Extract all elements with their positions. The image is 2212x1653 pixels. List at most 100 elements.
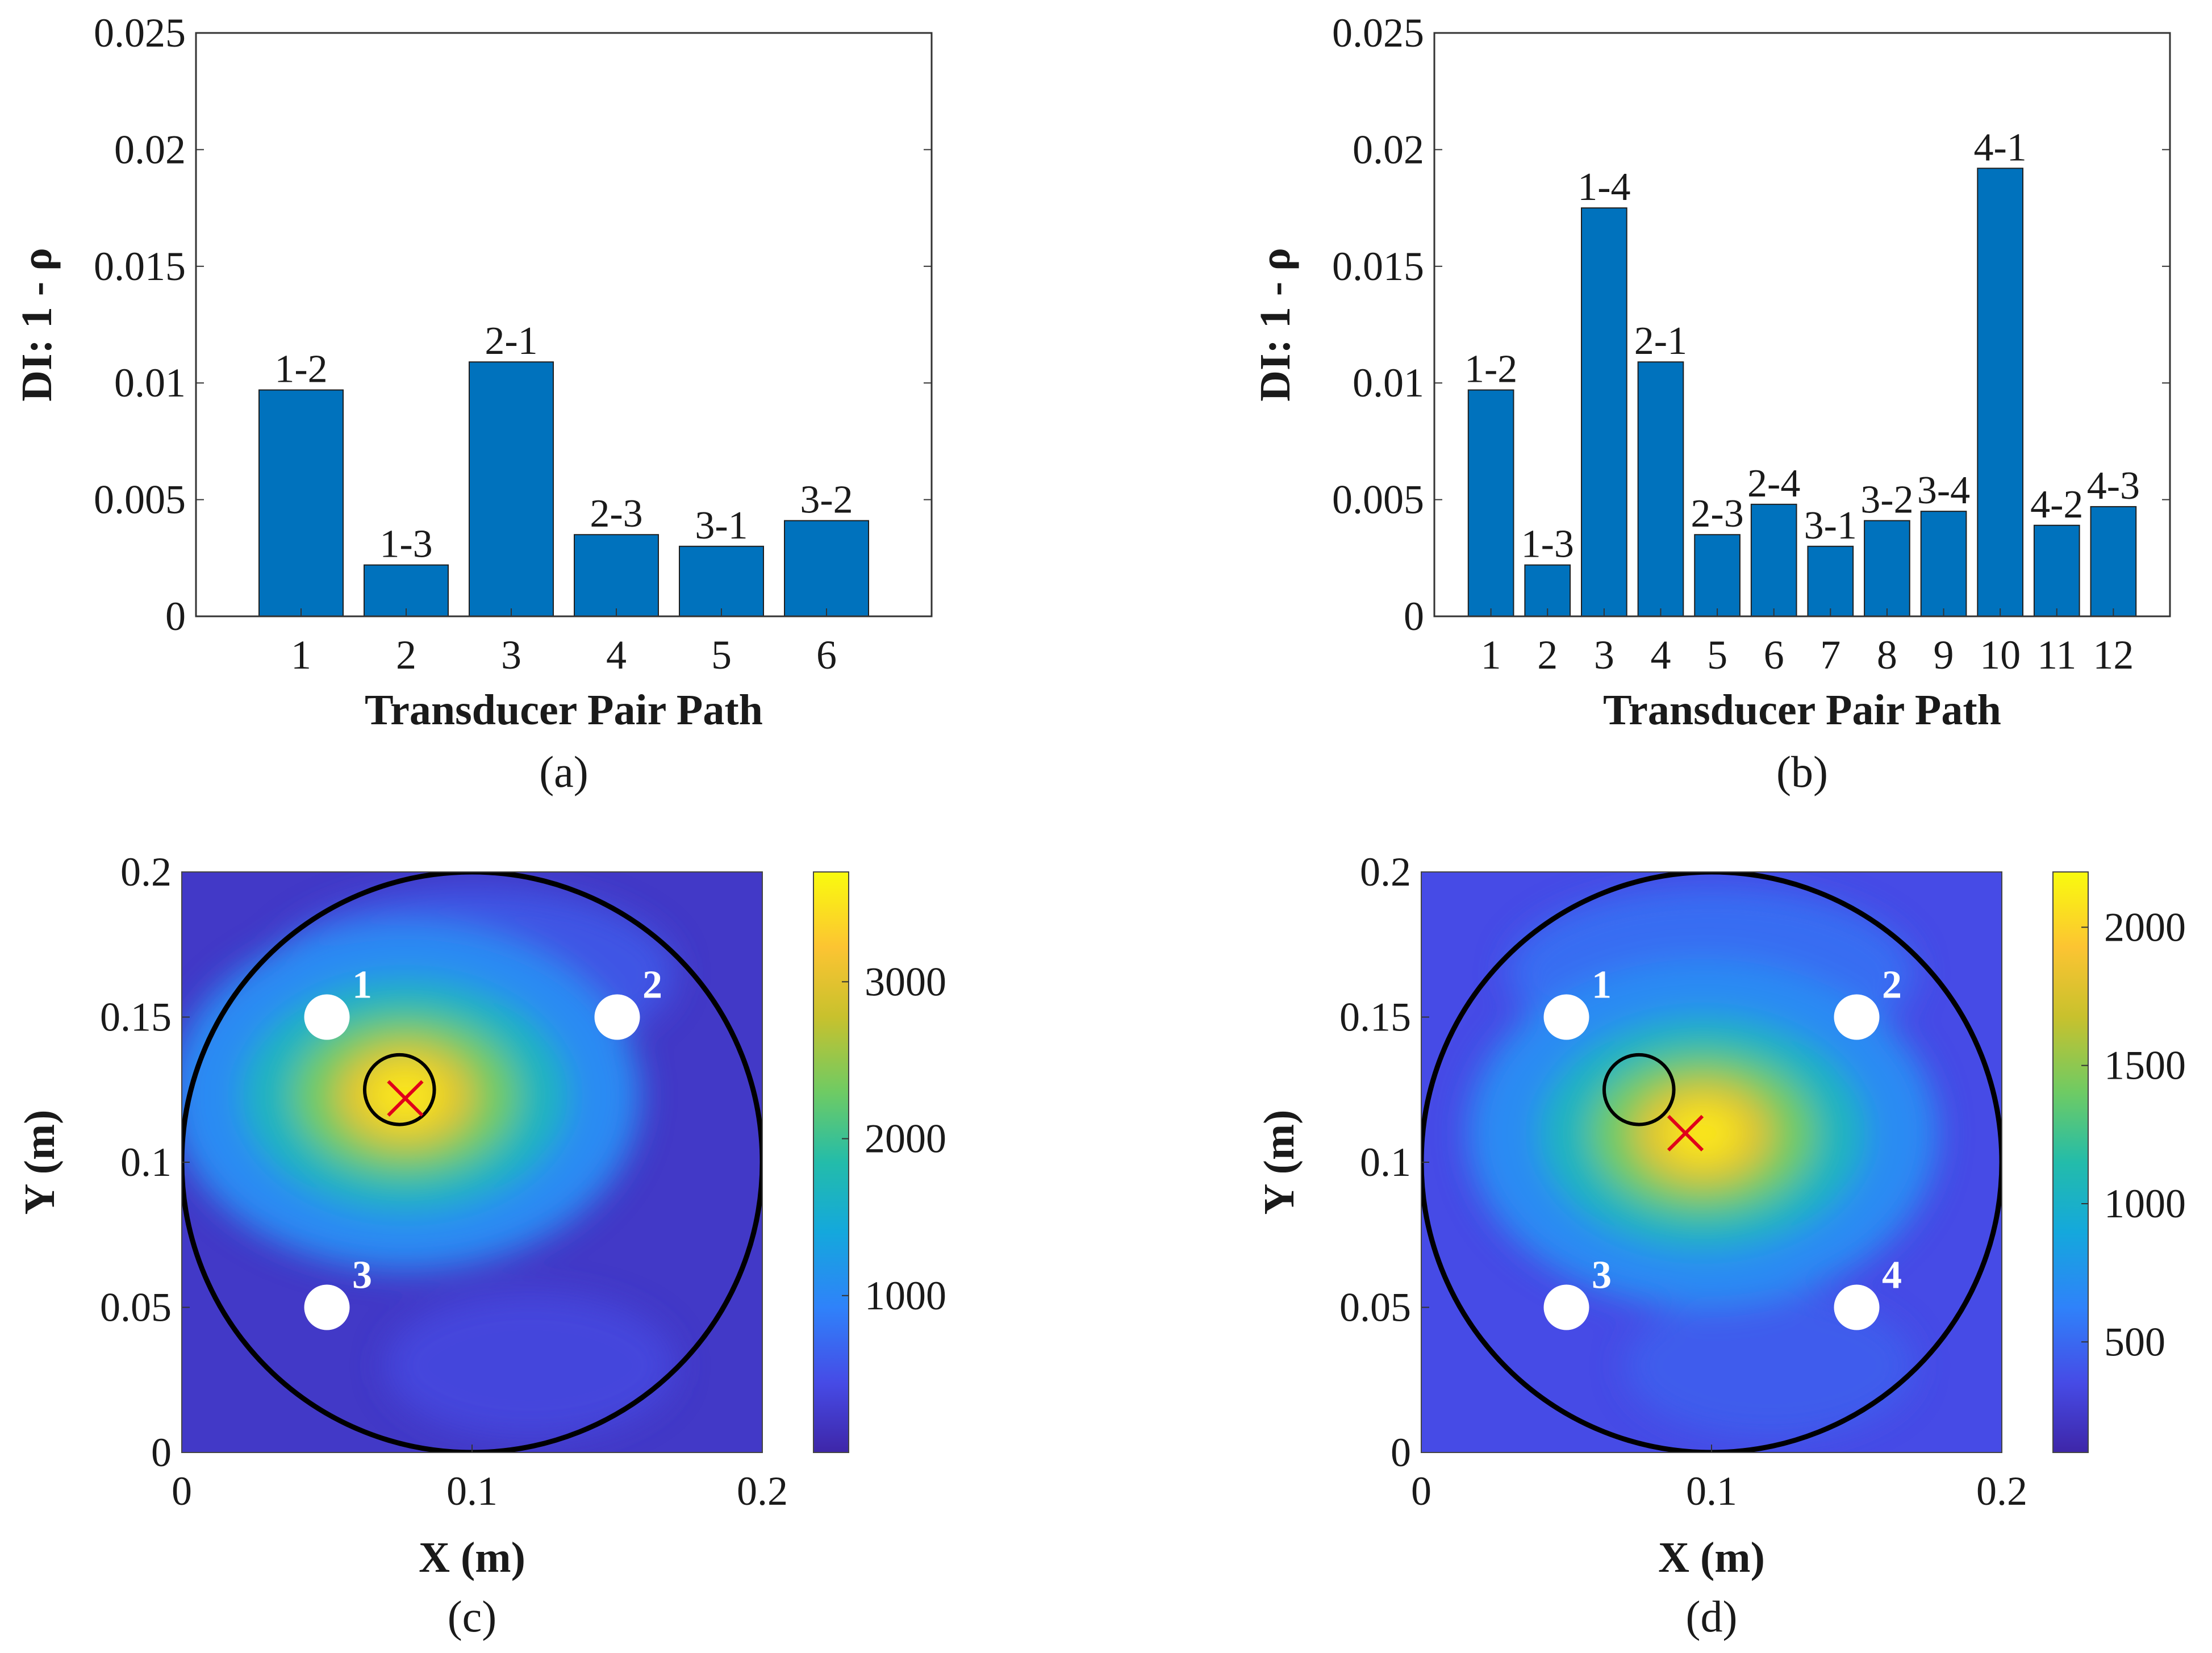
- panel-b-bar: [1694, 534, 1741, 617]
- panel-d-colorbar: [2052, 871, 2089, 1453]
- panel-d-colorbar-tick-label: 1000: [2104, 1181, 2186, 1226]
- panel-d-plot-area: 1 2 3 4: [1421, 872, 2002, 1452]
- panel-b-bar: [1637, 361, 1684, 617]
- panel-d-y-axis-label: Y (m): [1255, 1110, 1303, 1215]
- panel-d-caption: (d): [1686, 1592, 1738, 1641]
- panel-c-transducer-label: 2: [642, 963, 662, 1007]
- panel-a-y-tick-label: 0: [165, 594, 186, 639]
- panel-d-heat-glow-lower: [1624, 1292, 1915, 1438]
- panel-a-bar: [469, 361, 554, 617]
- panel-b-x-tick-label: 12: [2093, 632, 2134, 678]
- panel-b-y-tick-label: 0.02: [1353, 127, 1424, 172]
- panel-b-bar-label: 1-4: [1577, 165, 1630, 209]
- panel-c-transducer-marker: [594, 994, 640, 1040]
- panel-d-colorbar-tick-label: 2000: [2104, 904, 2186, 950]
- panel-c-transducer-label: 3: [352, 1254, 372, 1297]
- panel-b-axes-frame: [1433, 32, 2171, 617]
- panel-b-bar: [1807, 545, 1854, 617]
- panel-b-x-tick-label: 7: [1820, 632, 1840, 678]
- panel-b-y-tick-label: 0.015: [1332, 244, 1424, 289]
- panel-c-actual-damage-ring: [362, 1053, 436, 1126]
- panel-a-bar-label: 1-3: [379, 523, 432, 566]
- panel-a-x-tick-label: 2: [396, 632, 416, 678]
- panel-a-bar-label: 2-1: [485, 319, 537, 363]
- panel-a-y-tick-label: 0.005: [94, 477, 186, 523]
- panel-b-caption: (b): [1776, 747, 1828, 796]
- panel-b-bar: [1977, 168, 2023, 617]
- panel-c-heat-glow-lower: [385, 1292, 675, 1438]
- panel-b-y-tick-label: 0.005: [1332, 477, 1424, 523]
- panel-a-x-tick-label: 5: [711, 632, 732, 678]
- panel-c-transducer-marker: [304, 1284, 350, 1330]
- panel-a-x-axis-label: Transducer Pair Path: [365, 686, 763, 734]
- panel-b-bar-label: 4-1: [1973, 126, 2026, 169]
- panel-b-x-axis-label: Transducer Pair Path: [1603, 686, 2001, 734]
- panel-b-bar-label: 3-1: [1804, 504, 1857, 548]
- panel-d-heatmap: 1 2 3 4 0 0.1 0.2 0 0.05 0.1 0.15 0.2 X (m) Y (m) (d) 5…: [1255, 849, 2186, 1641]
- panel-b-bar-label: 1-3: [1521, 523, 1574, 566]
- panel-d-axes-frame: [1421, 871, 2002, 1453]
- panel-b-x-tick-label: 5: [1707, 632, 1727, 678]
- panel-d-transducer-label: 2: [1882, 963, 1902, 1007]
- panel-a-x-tick-label: 1: [291, 632, 311, 678]
- panel-b-bar-label: 3-2: [1860, 478, 1913, 522]
- panel-a-bar: [574, 534, 659, 617]
- panel-d-colorbar-tick-label: 1500: [2104, 1043, 2186, 1088]
- panel-c-plot-area: 1 2 3: [182, 872, 762, 1452]
- panel-d-y-tick-label: 0.1: [1360, 1139, 1411, 1185]
- panel-b-bar-label: 2-1: [1634, 319, 1687, 363]
- panel-a-x-tick-label: 6: [816, 632, 837, 678]
- panel-b-x-tick-label: 10: [1980, 632, 2021, 678]
- panel-d-transducer-label: 1: [1592, 963, 1612, 1007]
- panel-b-bar-label: 1-2: [1464, 348, 1517, 391]
- panel-d-estimated-damage-marker: [1667, 1114, 1704, 1152]
- panel-c-colorbar-tick-label: 3000: [865, 959, 946, 1004]
- panel-b-x-tick-label: 4: [1650, 632, 1671, 678]
- panel-b-bar: [1750, 503, 1797, 617]
- panel-b-x-tick-label: 1: [1481, 632, 1501, 678]
- panel-c-y-tick-label: 0.05: [100, 1285, 172, 1330]
- panel-b-x-tick-label: 11: [2037, 632, 2076, 678]
- panel-b-bar-label: 2-4: [1747, 462, 1800, 506]
- panel-d-x-axis-label: X (m): [1658, 1534, 1765, 1581]
- panel-a-bar-label: 2-3: [590, 492, 642, 536]
- panel-d-transducer-marker: [1834, 1284, 1880, 1330]
- panel-c-axes-frame: [181, 871, 763, 1453]
- panel-b-x-tick-label: 3: [1594, 632, 1614, 678]
- panel-b-y-tick-label: 0: [1404, 594, 1424, 639]
- panel-d-transducer-label: 4: [1882, 1254, 1902, 1297]
- panel-c-colorbar: [813, 871, 849, 1453]
- panel-d-x-tick-label: 0: [1411, 1468, 1431, 1514]
- panel-a-axes-frame: [195, 32, 933, 617]
- panel-d-x-tick-label: 0.2: [1976, 1468, 2027, 1514]
- panel-b-x-tick-label: 9: [1934, 632, 1954, 678]
- panel-b-bar: [1581, 207, 1627, 617]
- panel-b-bar: [1864, 520, 1910, 617]
- panel-a-y-tick-label: 0.025: [94, 10, 186, 56]
- panel-b-y-tick-label: 0.025: [1332, 10, 1424, 56]
- panel-d-x-tick-label: 0.1: [1686, 1468, 1737, 1514]
- panel-b-x-tick-label: 6: [1764, 632, 1784, 678]
- panel-d-heat-contour: [1665, 1104, 1741, 1162]
- panel-b-bar: [2090, 506, 2137, 617]
- panel-b-bar-label: 3-4: [1917, 469, 1970, 512]
- panel-b-bar-chart: 1-2 1 1-3 2 1-4 3 2-1 4 2-3 5 2-4 6 3-1 7 3-2 8 3-4 9 4-1 1…: [1251, 10, 2171, 796]
- panel-b-x-tick-label: 2: [1537, 632, 1558, 678]
- panel-c-y-tick-label: 0.2: [120, 849, 172, 895]
- panel-d-transducer-label: 3: [1592, 1254, 1612, 1297]
- panel-a-x-tick-label: 4: [606, 632, 627, 678]
- panel-a-bar: [784, 520, 869, 617]
- panel-b-y-axis-label: DI: 1 - ρ: [1251, 248, 1299, 402]
- panel-a-bar-chart: 1-2 1 1-3 2 2-1 3 2-3 4 3-1 5 3-2 6 0 0.005 0.01 0.015 0…: [13, 10, 933, 796]
- panel-a-bar-label: 1-2: [274, 348, 327, 391]
- panel-b-bar: [2033, 524, 2080, 617]
- panel-c-x-axis-label: X (m): [419, 1534, 525, 1581]
- panel-b-bar: [1920, 511, 1967, 617]
- panel-d-colorbar-tick-label: 500: [2104, 1319, 2165, 1364]
- panel-b-x-tick-label: 8: [1877, 632, 1897, 678]
- panel-a-y-tick-label: 0.02: [114, 127, 186, 172]
- panel-a-y-axis-label: DI: 1 - ρ: [13, 248, 61, 402]
- panel-c-colorbar-tick-label: 2000: [865, 1116, 946, 1162]
- panel-a-bar: [258, 389, 344, 617]
